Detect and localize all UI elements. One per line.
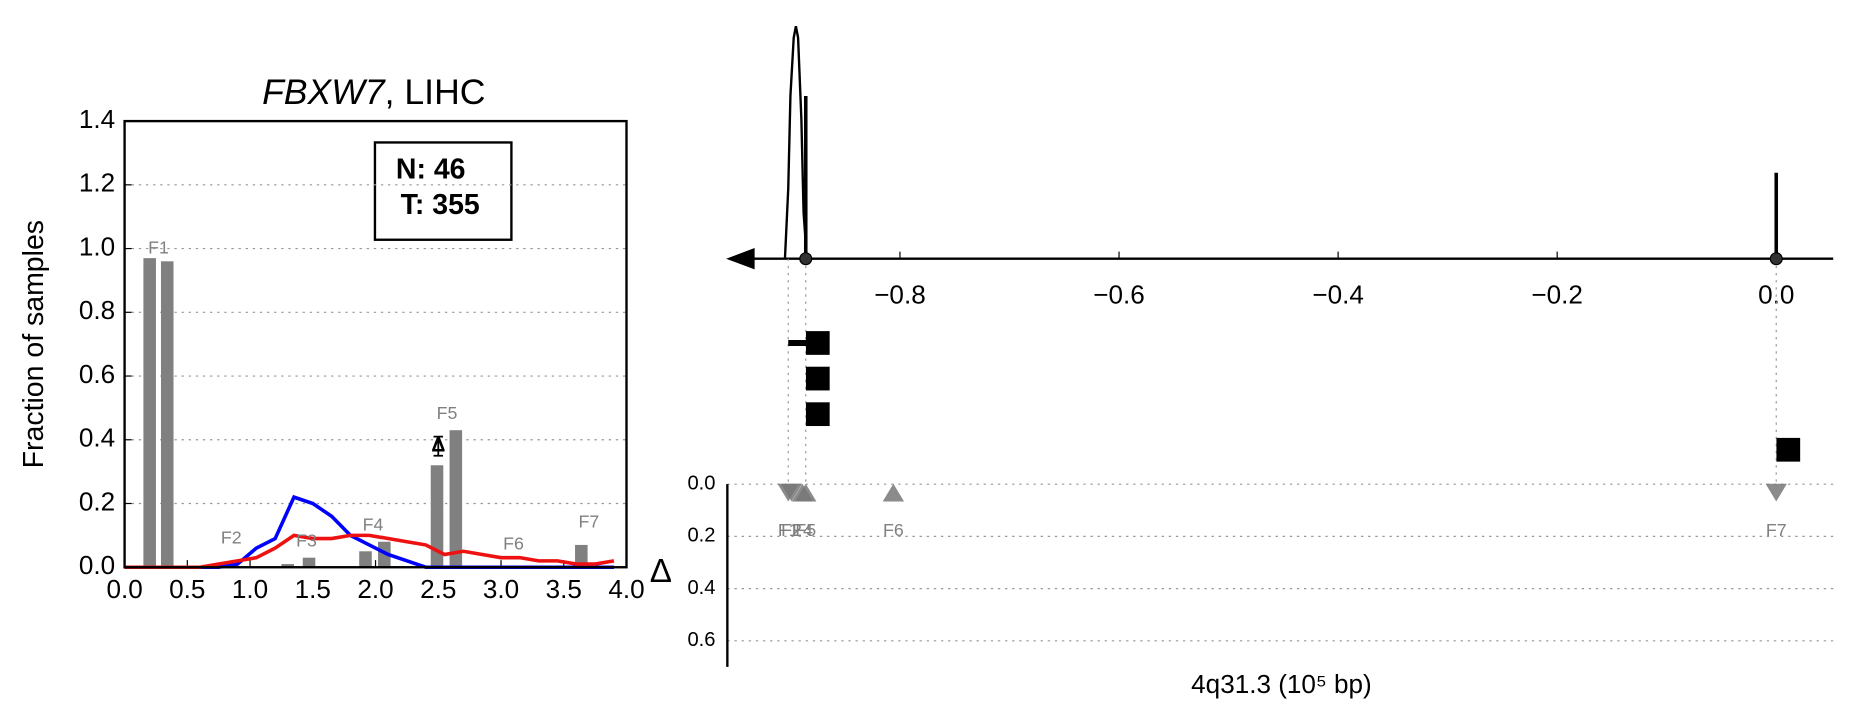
delta-tick-label: 0.4 <box>687 577 715 599</box>
y-axis-label: Fraction of samples <box>18 220 50 468</box>
y-tick-label: 1.4 <box>79 104 115 134</box>
fragment-label: F1 <box>148 237 169 257</box>
error-bar <box>433 435 444 457</box>
y-tick-label: 1.2 <box>79 168 115 198</box>
bar <box>143 258 156 568</box>
x-tick-label: 0.0 <box>106 574 142 604</box>
bar <box>575 544 588 568</box>
annotation-box <box>373 141 513 241</box>
y-tick-label: 1.0 <box>79 231 115 261</box>
bar <box>302 557 316 568</box>
fragment-label: F2 <box>221 527 242 547</box>
x-axis-label: 4q31.3 (10⁵ bp) <box>1191 669 1372 699</box>
segment-mark <box>805 402 830 427</box>
x-tick-label: 1.0 <box>232 574 268 604</box>
delta-triangle <box>795 483 817 502</box>
plot-frame <box>123 119 628 569</box>
bar <box>281 564 294 568</box>
x-tick-label: −0.6 <box>1093 280 1145 310</box>
y-tick-label: 0.2 <box>79 486 115 516</box>
x-tick-label: 2.5 <box>420 574 456 604</box>
delta-tick-label: 0.0 <box>687 473 715 495</box>
delta-axis-label: Δ <box>650 553 672 590</box>
x-tick-label: −0.2 <box>1531 280 1583 310</box>
title-gene: FBXW7 <box>262 72 386 112</box>
delta-triangle <box>780 483 803 502</box>
y-tick-label: 0.8 <box>79 295 115 325</box>
fragment-label: F4 <box>363 515 384 535</box>
y-tick-label: 0.6 <box>79 359 115 389</box>
fragment-label: F6 <box>503 534 524 554</box>
segment-mark <box>805 366 830 391</box>
triangle-label: F5 <box>795 520 816 540</box>
triangle-label: F6 <box>883 520 904 540</box>
delta-marker: Δ <box>432 435 445 456</box>
x-tick-label: 2.0 <box>357 574 393 604</box>
axis-arrow <box>726 248 755 270</box>
x-tick-label: 3.5 <box>546 574 582 604</box>
title-cohort: , LIHC <box>385 72 486 112</box>
triangle-label: F4 <box>792 520 813 540</box>
x-tick-label: −0.4 <box>1312 280 1364 310</box>
annotation-n: N: 46 <box>396 153 466 185</box>
triangle-label: F2 <box>781 520 802 540</box>
delta-tick-label: 0.2 <box>687 525 715 547</box>
triangle-label: F1 <box>778 520 799 540</box>
delta-tick-label: 0.6 <box>687 629 715 651</box>
triangle-label: F7 <box>1766 520 1787 540</box>
delta-triangle <box>882 483 905 502</box>
delta-triangle <box>1765 483 1787 502</box>
fragment-label: F3 <box>296 530 317 550</box>
x-tick-label: −0.8 <box>874 280 926 310</box>
spike-point <box>1769 252 1783 266</box>
segment-mark <box>1776 437 1801 462</box>
chart-title: FBXW7, LIHC <box>262 72 485 112</box>
y-tick-label: 0.4 <box>79 423 115 453</box>
bar <box>430 465 444 568</box>
bar <box>160 261 174 568</box>
x-tick-label: 1.5 <box>295 574 331 604</box>
segment-mark <box>805 331 830 355</box>
spike-point <box>799 252 813 266</box>
fragment-label: F5 <box>437 403 458 423</box>
bar <box>359 551 372 568</box>
x-tick-label: 0.5 <box>169 574 205 604</box>
fragment-label: F7 <box>578 511 599 531</box>
x-tick-label: 4.0 <box>608 574 644 604</box>
bar <box>449 430 463 568</box>
density-curve <box>783 25 809 259</box>
annotation-t: T: 355 <box>401 189 480 221</box>
x-tick-label: 3.0 <box>483 574 519 604</box>
y-tick-label: 0.0 <box>79 550 115 580</box>
